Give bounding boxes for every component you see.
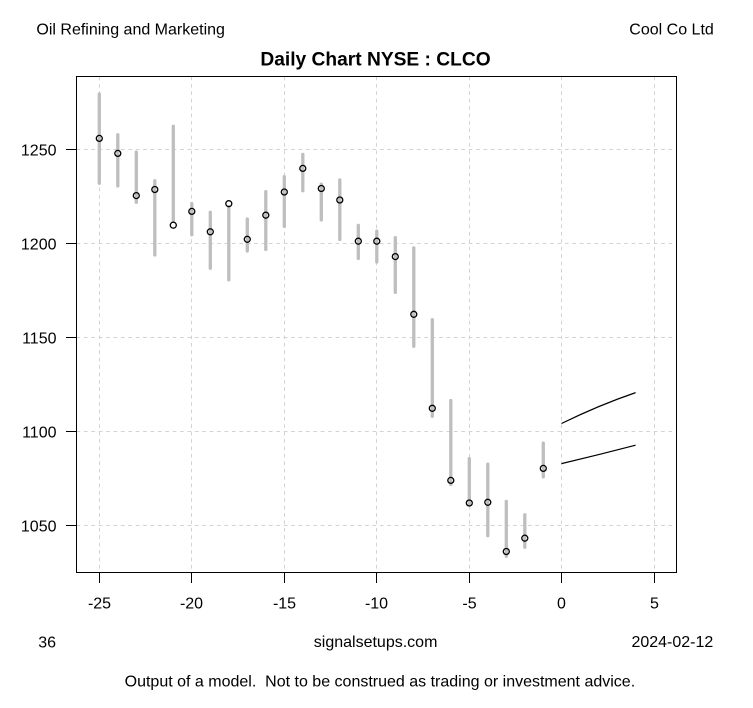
svg-text:-25: -25 [88,596,111,613]
svg-text:Output of a model. Not to be: Output of a model. Not to be construed a… [125,673,636,690]
svg-text:0: 0 [557,596,566,613]
svg-text:5: 5 [650,596,659,613]
svg-text:2024-02-12: 2024-02-12 [631,634,713,651]
svg-text:-10: -10 [365,596,388,613]
svg-text:-20: -20 [180,596,203,613]
svg-text:signalsetups.com: signalsetups.com [314,634,438,651]
svg-text:1050: 1050 [21,519,57,536]
svg-text:Oil Refining and Marketing: Oil Refining and Marketing [36,22,225,39]
svg-text:Daily Chart NYSE : CLCO: Daily Chart NYSE : CLCO [260,50,490,71]
svg-text:1250: 1250 [21,143,57,160]
svg-text:1150: 1150 [22,331,57,348]
svg-text:-15: -15 [273,596,296,613]
svg-text:1200: 1200 [21,237,57,254]
svg-text:Cool Co Ltd: Cool Co Ltd [629,22,714,39]
svg-text:36: 36 [38,634,56,651]
svg-text:1100: 1100 [22,425,57,442]
svg-text:-5: -5 [462,596,476,613]
